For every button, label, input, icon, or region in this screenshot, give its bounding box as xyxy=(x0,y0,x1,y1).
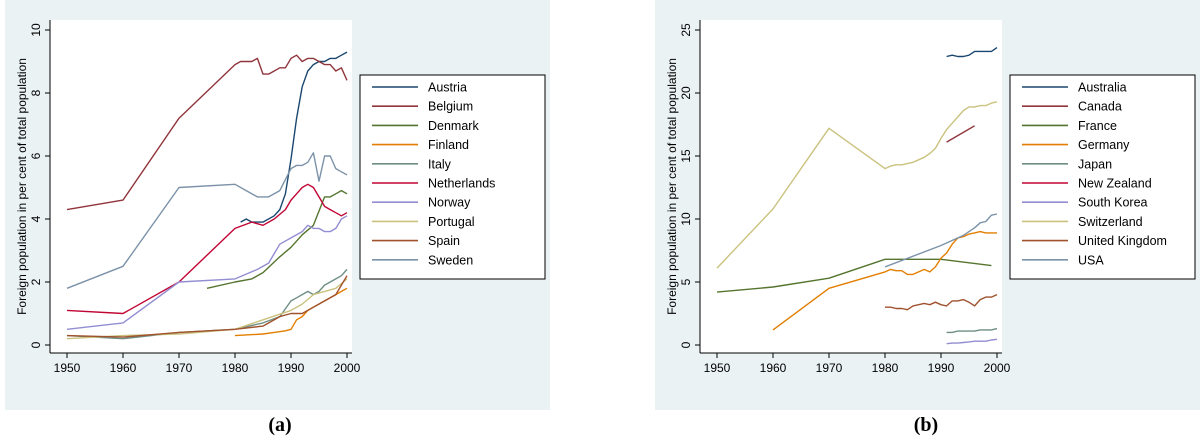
series-line-norway xyxy=(66,215,348,330)
x-tick-label: 1990 xyxy=(928,361,955,375)
legend-label: Switzerland xyxy=(1078,215,1143,229)
chart-panel-a: 1950 1960 1970 1980 1990 2000 0 2 4 6 8 10 Foreign p… xyxy=(5,0,550,410)
legend-label: Italy xyxy=(428,157,452,171)
legend-box xyxy=(359,74,546,280)
x-tick-label: 1950 xyxy=(704,361,731,375)
legend-label: Austria xyxy=(428,81,467,95)
legend-label: Germany xyxy=(1078,138,1130,152)
x-tick-label: 1980 xyxy=(872,361,899,375)
chart-panel-b: 1950 1960 1970 1980 1990 2000 0 5 10 15 20 25 Foreig… xyxy=(655,0,1200,410)
x-tick-label: 1980 xyxy=(222,361,249,375)
y-tick-label: 0 xyxy=(29,341,43,348)
legend-label: Japan xyxy=(1078,157,1112,171)
legend-label: New Zealand xyxy=(1078,177,1152,191)
series-line-sweden xyxy=(66,152,348,289)
y-tick-label: 2 xyxy=(29,278,43,285)
series-line-france xyxy=(716,258,992,293)
y-tick-label: 8 xyxy=(29,89,43,96)
series-line-canada xyxy=(946,125,975,143)
series-line-switzerland xyxy=(716,101,998,269)
series-line-japan xyxy=(946,327,998,334)
y-axis-label: Foreign population in per cent of total … xyxy=(665,58,679,315)
legend-label: Norway xyxy=(428,196,471,210)
x-tick-label: 1970 xyxy=(166,361,193,375)
series-line-germany xyxy=(772,230,997,331)
panel-caption-b: (b) xyxy=(913,414,939,436)
series-line-south-korea xyxy=(946,338,998,345)
y-tick-label: 0 xyxy=(679,341,693,348)
x-tick-label: 2000 xyxy=(984,361,1011,375)
legend-label: Netherlands xyxy=(428,177,495,191)
series-line-usa xyxy=(884,213,998,268)
x-tick-label: 1960 xyxy=(760,361,787,375)
series-line-belgium xyxy=(66,54,348,211)
legend-label: France xyxy=(1078,119,1117,133)
legend-label: Sweden xyxy=(428,253,473,267)
legend-label: Finland xyxy=(428,138,469,152)
legend-label: South Korea xyxy=(1078,196,1148,210)
legend-label: Spain xyxy=(428,234,460,248)
x-tick-label: 1970 xyxy=(816,361,843,375)
legend-label: Portugal xyxy=(428,215,475,229)
series-line-spain xyxy=(66,275,348,338)
y-tick-label: 20 xyxy=(679,86,693,100)
x-tick-label: 1950 xyxy=(54,361,81,375)
y-axis-label: Foreign population in per cent of total … xyxy=(15,58,29,315)
chart-svg-b: 1950 1960 1970 1980 1990 2000 0 5 10 15 20 25 Foreig… xyxy=(655,0,1200,410)
series-line-united-kingdom xyxy=(885,293,998,311)
y-tick-label: 10 xyxy=(679,212,693,226)
legend-label: Canada xyxy=(1078,100,1122,114)
x-tick-label: 2000 xyxy=(334,361,361,375)
y-tick-label: 4 xyxy=(29,215,43,222)
chart-svg-a: 1950 1960 1970 1980 1990 2000 0 2 4 6 8 10 Foreign p… xyxy=(5,0,550,410)
legend-label: Australia xyxy=(1078,81,1127,95)
y-tick-label: 25 xyxy=(679,23,693,37)
panel-caption-a: (a) xyxy=(268,414,292,436)
legend-box xyxy=(1009,74,1196,280)
legend-label: USA xyxy=(1078,253,1104,267)
legend-label: United Kingdom xyxy=(1078,234,1167,248)
series-line-denmark xyxy=(206,189,348,289)
y-tick-label: 6 xyxy=(29,152,43,159)
legend-label: Denmark xyxy=(428,119,479,133)
series-line-netherlands xyxy=(66,183,348,315)
y-tick-label: 10 xyxy=(29,23,43,37)
y-tick-label: 15 xyxy=(679,149,693,163)
series-line-australia xyxy=(946,47,998,58)
y-tick-label: 5 xyxy=(679,278,693,285)
series-line-austria xyxy=(240,51,348,223)
legend-label: Belgium xyxy=(428,100,473,114)
plot-area xyxy=(700,20,1002,353)
x-tick-label: 1960 xyxy=(110,361,137,375)
x-tick-label: 1990 xyxy=(278,361,305,375)
